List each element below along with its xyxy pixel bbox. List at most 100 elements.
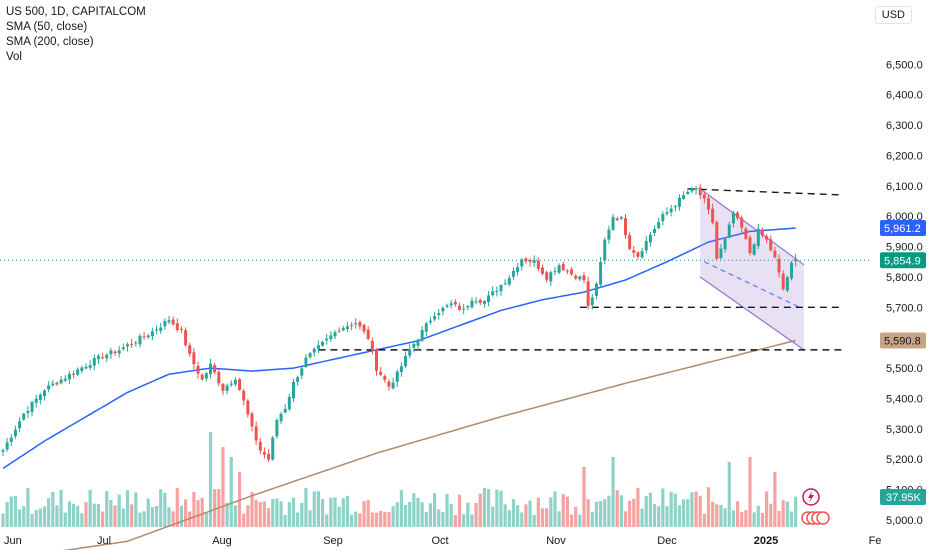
volume-bar — [582, 467, 586, 527]
volume-bar — [520, 512, 524, 527]
candle — [740, 215, 744, 233]
volume-bar — [702, 513, 706, 527]
candle — [570, 267, 574, 276]
candle — [715, 220, 719, 261]
candle-body — [59, 379, 63, 384]
volume-bar — [113, 505, 117, 527]
candle-body — [379, 371, 383, 375]
volume-bar — [715, 504, 719, 527]
candle-body — [1, 450, 5, 452]
candle-body — [648, 234, 652, 243]
candle-body — [109, 350, 113, 355]
candle — [155, 325, 159, 335]
candle-body — [387, 381, 391, 387]
candle — [84, 363, 88, 370]
volume-bar — [345, 495, 350, 527]
candle — [408, 344, 412, 359]
candle — [462, 304, 466, 315]
candle — [794, 254, 798, 267]
volume-bar — [196, 500, 200, 527]
candle — [395, 369, 399, 387]
volume-bar — [781, 500, 785, 527]
volume-bar — [740, 512, 744, 527]
volume-bar — [55, 505, 59, 527]
candle-body — [9, 437, 13, 442]
candle-body — [607, 229, 611, 240]
candle — [744, 226, 748, 241]
volume-bar — [84, 502, 88, 527]
volume-bar — [337, 506, 341, 527]
candle — [159, 322, 163, 334]
volume-bar — [594, 501, 599, 527]
time-axis[interactable]: Jun Jul Aug Sep Oct Nov Dec 2025 Fe — [4, 535, 881, 547]
currency-button[interactable]: USD — [874, 6, 912, 24]
volume-bar — [449, 503, 453, 527]
volume-bar — [615, 490, 619, 527]
volume-bar — [711, 501, 715, 527]
candle-body — [38, 394, 42, 401]
volume-bar — [403, 504, 408, 527]
volume-bar — [669, 491, 673, 527]
volume-bar — [486, 488, 491, 527]
volume-bar — [362, 501, 366, 527]
candle-body — [5, 442, 9, 450]
candle-body — [163, 321, 167, 327]
volume-bar — [370, 512, 374, 527]
candle — [582, 272, 586, 284]
candle-body — [723, 238, 727, 250]
candle — [51, 379, 55, 387]
candle-body — [549, 272, 553, 282]
volume-bar — [366, 500, 370, 527]
volume-bar — [516, 505, 520, 527]
sma50-badge-label: 5,961.2 — [884, 223, 921, 235]
candle-body — [599, 262, 603, 285]
price-axis[interactable]: 5,000.05,100.05,200.05,300.05,400.05,500… — [886, 59, 923, 527]
volume-bar — [665, 506, 669, 527]
volume-bar — [769, 503, 773, 527]
volume-bar — [63, 512, 67, 527]
candle — [420, 325, 424, 343]
candle — [354, 318, 358, 329]
channel-lower-line — [699, 276, 805, 351]
candle — [702, 191, 706, 204]
symbol-title[interactable]: US 500, 1D, CAPITALCOM — [6, 6, 146, 18]
candle-body — [707, 198, 710, 210]
candle-body — [283, 408, 287, 413]
lightning-bolt-icon — [808, 491, 814, 503]
candle-body — [221, 384, 225, 391]
candle — [233, 377, 237, 387]
volume-bar — [341, 498, 345, 527]
candle-body — [561, 264, 565, 270]
candle-body — [333, 332, 337, 337]
candle — [238, 377, 242, 391]
candle — [682, 191, 686, 200]
candle-body — [557, 265, 561, 273]
candle-body — [358, 322, 362, 327]
candle-body — [528, 260, 532, 262]
y-tick-label: 5,800.0 — [886, 272, 923, 284]
volume-bar — [433, 493, 437, 527]
volume-bar — [225, 502, 229, 527]
y-tick-label: 5,000.0 — [886, 515, 923, 527]
candle — [134, 340, 138, 347]
candle — [545, 270, 549, 283]
candle-body — [146, 335, 150, 338]
candle-body — [624, 218, 627, 236]
sma50-badge-bg — [880, 219, 926, 236]
candle — [565, 269, 569, 275]
channel-fill — [700, 188, 804, 350]
sma50-legend[interactable]: SMA (50, close) — [6, 21, 88, 33]
candle — [586, 276, 590, 310]
candle-body — [420, 330, 424, 341]
sma200-legend[interactable]: SMA (200, close) — [6, 36, 94, 48]
candle — [171, 316, 175, 326]
candle-body — [690, 188, 694, 192]
vol-legend[interactable]: Vol — [6, 51, 22, 63]
y-tick-label: 6,300.0 — [886, 120, 923, 132]
candle — [470, 297, 474, 309]
volume-bar — [777, 510, 781, 527]
volume-bar — [491, 506, 495, 527]
candle-body — [399, 366, 403, 372]
candle-body — [453, 302, 457, 305]
